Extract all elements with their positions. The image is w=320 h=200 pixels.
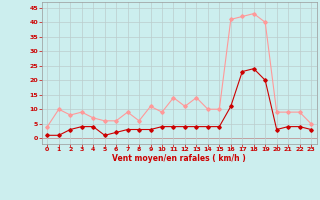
X-axis label: Vent moyen/en rafales ( km/h ): Vent moyen/en rafales ( km/h ) [112,154,246,163]
